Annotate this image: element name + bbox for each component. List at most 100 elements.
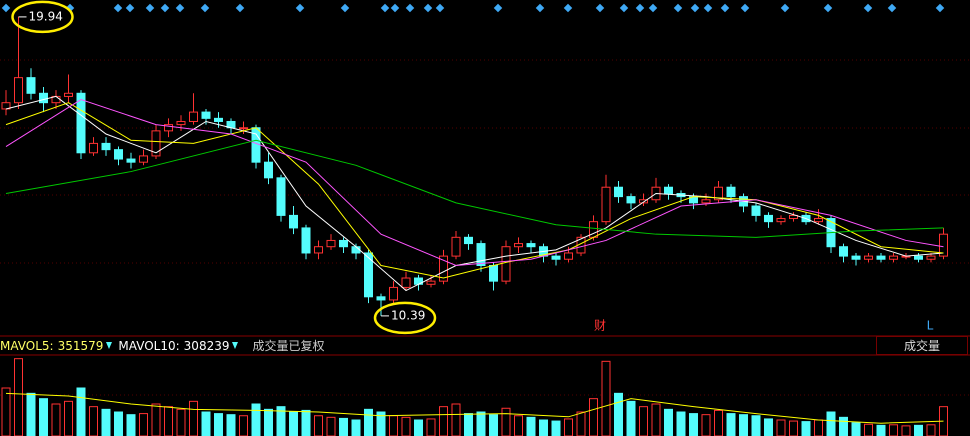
candle-body	[189, 111, 198, 122]
volume-bar	[176, 408, 186, 436]
volume-bar	[426, 418, 436, 436]
info-marker	[619, 3, 629, 13]
down-arrow	[106, 342, 113, 349]
volume-bar	[451, 403, 461, 436]
candle-body	[776, 218, 786, 223]
info-marker	[145, 3, 155, 13]
volume-bar	[614, 392, 623, 436]
volume-bar	[1, 387, 11, 436]
volume-bar	[439, 406, 448, 436]
info-marker	[635, 3, 645, 13]
volume-bar	[814, 419, 823, 436]
candle-body	[376, 296, 386, 301]
volume-bar	[514, 415, 523, 436]
candle-body	[64, 92, 73, 97]
info-marker	[887, 3, 897, 13]
candle-body	[714, 186, 723, 201]
info-marker	[175, 3, 185, 13]
volume-bar	[751, 415, 761, 436]
volume-bar	[151, 403, 161, 436]
volume-bar	[651, 403, 661, 436]
volume-bar	[139, 413, 148, 436]
candle-body	[26, 77, 36, 94]
volume-bar	[826, 411, 836, 436]
marker-l: L	[927, 319, 934, 333]
volume-bar	[339, 417, 348, 436]
volume-bar	[76, 387, 86, 436]
mavol-label: MAVOL5:	[0, 338, 54, 353]
volume-bar	[201, 411, 211, 436]
candle-body	[664, 186, 673, 194]
volume-bar	[889, 424, 898, 436]
info-marker	[703, 3, 713, 13]
candle-body	[314, 246, 323, 254]
info-marker	[823, 3, 833, 13]
candle-body	[339, 239, 348, 248]
volume-bar	[326, 416, 336, 436]
candle-body	[114, 149, 123, 160]
volume-bar	[926, 424, 936, 436]
candle-body	[14, 77, 23, 104]
high-label: 19.94	[29, 9, 63, 23]
volume-bar	[464, 413, 473, 436]
info-marker	[435, 3, 445, 13]
volume-bar	[14, 358, 23, 436]
ma-line	[5, 95, 944, 292]
info-marker	[295, 3, 305, 13]
marker-fin: 财	[594, 319, 606, 333]
down-arrow	[232, 342, 239, 349]
info-marker	[493, 3, 503, 13]
candle-body	[264, 161, 273, 179]
volume-bar	[101, 408, 111, 436]
candle-body	[626, 196, 636, 204]
volume-bar	[789, 420, 798, 436]
candle-body	[426, 280, 436, 285]
candle-body	[726, 186, 736, 198]
volume-bar	[389, 415, 398, 436]
volume-bar	[226, 414, 236, 436]
volume-bar	[89, 406, 98, 436]
candle-body	[814, 218, 823, 223]
candle-body	[851, 255, 861, 260]
candle-body	[864, 255, 873, 260]
volume-bar	[364, 408, 373, 436]
volume-bar	[126, 414, 136, 436]
info-marker	[935, 3, 945, 13]
info-marker	[740, 3, 750, 13]
candle-body	[551, 255, 561, 260]
volume-bar	[664, 408, 673, 436]
candle-body	[751, 205, 761, 216]
mavol-label: MAVOL10:	[118, 338, 180, 353]
candle-body	[89, 142, 98, 154]
info-marker	[113, 3, 123, 13]
candle-body	[639, 199, 648, 204]
candle-body	[351, 246, 361, 254]
indicator-button[interactable]: 成交量	[876, 336, 968, 355]
volume-note: 成交量已复权	[252, 339, 325, 353]
candle-body	[239, 127, 248, 130]
info-marker	[1, 3, 11, 13]
ma-line	[5, 99, 944, 267]
volume-bar	[776, 419, 786, 436]
volume-bar	[801, 421, 811, 436]
candle-body	[39, 92, 48, 104]
info-marker	[535, 3, 545, 13]
low-circle	[373, 301, 437, 335]
volume-bar	[164, 406, 173, 436]
volume-bar	[239, 415, 248, 436]
info-marker	[235, 3, 245, 13]
volume-bar	[189, 400, 198, 436]
candle-body	[139, 155, 148, 163]
info-marker	[595, 3, 605, 13]
info-marker	[200, 3, 210, 13]
mavol-value: 351579	[57, 338, 104, 353]
volume-bar	[639, 406, 648, 436]
candle-body	[876, 255, 886, 260]
volume-header: MAVOL5: 351579 MAVOL10: 308239 成交量已复权	[0, 336, 970, 355]
volume-bar	[676, 411, 686, 436]
candle-body	[514, 243, 523, 248]
candle-body	[939, 233, 948, 257]
low-label: 10.39	[391, 308, 425, 322]
volume-bar	[564, 418, 573, 436]
candle-body	[176, 120, 186, 126]
